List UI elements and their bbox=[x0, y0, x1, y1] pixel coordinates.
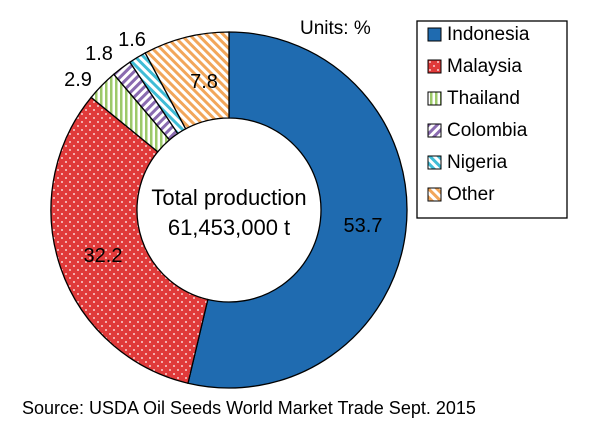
slice-labels: 53.7 32.2 2.9 1.81.6 7.8 bbox=[64, 29, 382, 267]
slice-indonesia bbox=[187, 31, 408, 389]
center-text-line-2: 61,453,000 t bbox=[168, 215, 290, 240]
legend-swatch-other bbox=[427, 187, 442, 202]
slice-label-colombia: 1.8 bbox=[85, 43, 113, 65]
donut-slices bbox=[50, 31, 408, 389]
legend-swatch-nigeria bbox=[427, 155, 442, 170]
legend-label-other: Other bbox=[447, 184, 495, 205]
legend-label-malaysia: Malaysia bbox=[447, 56, 522, 77]
slice-malaysia bbox=[50, 96, 209, 384]
slice-label-thailand: 2.9 bbox=[64, 69, 92, 91]
legend: Indonesia Malaysia Thailand Colombia Nigeria… bbox=[416, 20, 568, 219]
legend-swatch-indonesia bbox=[427, 27, 442, 42]
legend-label-nigeria: Nigeria bbox=[447, 152, 508, 173]
slice-other bbox=[144, 31, 230, 130]
source-note: Source: USDA Oil Seeds World Market Trad… bbox=[22, 398, 476, 418]
legend-swatch-thailand bbox=[427, 91, 442, 106]
legend-label-colombia: Colombia bbox=[447, 120, 528, 141]
legend-swatch-malaysia bbox=[427, 59, 442, 74]
legend-box bbox=[416, 20, 568, 219]
slice-label-indonesia: 53.7 bbox=[344, 215, 383, 237]
legend-label-thailand: Thailand bbox=[447, 88, 520, 109]
slice-label-malaysia: 32.2 bbox=[84, 245, 123, 267]
legend-label-indonesia: Indonesia bbox=[447, 24, 530, 45]
slice-label-other: 7.8 bbox=[190, 71, 218, 93]
center-text-line-1: Total production bbox=[151, 185, 306, 210]
slice-label-nigeria: 1.6 bbox=[118, 29, 146, 51]
units-label: Units: % bbox=[300, 18, 371, 39]
legend-swatch-colombia bbox=[427, 123, 442, 138]
